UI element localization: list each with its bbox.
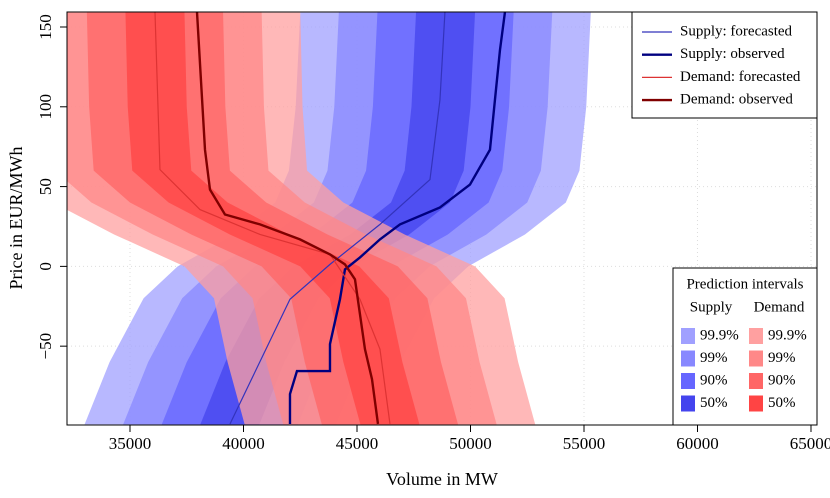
interval-legend-swatch <box>749 373 763 389</box>
legend-label: Demand: observed <box>680 92 793 108</box>
interval-legend-label: 99.9% <box>700 327 739 343</box>
x-tick-label: 65000 <box>790 434 830 453</box>
y-tick-label: 50 <box>36 178 55 195</box>
series-line <box>288 12 507 424</box>
x-tick-label: 40000 <box>222 434 265 453</box>
interval-legend-label: 50% <box>768 395 796 411</box>
interval-legend-swatch <box>681 328 695 344</box>
x-tick-label: 35000 <box>109 434 152 453</box>
x-axis-title: Volume in MW <box>386 469 498 489</box>
interval-legend-label: 99% <box>700 350 728 366</box>
interval-legend-title: Prediction intervals <box>686 276 803 292</box>
x-tick-label: 50000 <box>449 434 492 453</box>
interval-legend-label: 90% <box>700 372 728 388</box>
interval-legend-swatch <box>749 395 763 412</box>
legend-label: Supply: observed <box>680 46 785 62</box>
interval-legend-label: 99.9% <box>768 327 807 343</box>
interval-legend-header: Supply <box>690 299 733 315</box>
axes: 35000 40000 45000 50000 55000 60000 65000 −50 0 5… <box>36 14 830 453</box>
interval-legend-swatch <box>681 350 695 367</box>
interval-legend-box <box>672 267 818 426</box>
interval-legend-swatch <box>749 328 763 344</box>
x-tick-label: 45000 <box>336 434 379 453</box>
interval-legend-header: Demand <box>754 299 805 315</box>
interval-band <box>125 12 420 425</box>
interval-legend-label: 99% <box>768 350 796 366</box>
interval-legend-label: 50% <box>700 395 728 411</box>
y-tick-label: 100 <box>36 94 55 120</box>
y-axis-title: Price in EUR/MWh <box>6 147 26 290</box>
y-tick-label: 0 <box>36 262 55 271</box>
series-line <box>229 12 446 425</box>
plot-frame <box>66 11 818 426</box>
legend-label: Supply: forecasted <box>680 23 793 39</box>
interval-legend: Prediction intervals Supply 99.9% 99% 90% 50… <box>672 267 818 426</box>
lines <box>154 12 507 425</box>
series-line <box>154 12 391 425</box>
x-tick-label: 55000 <box>563 434 606 453</box>
interval-legend-swatch <box>749 350 763 367</box>
y-tick-label: 150 <box>36 14 55 39</box>
series-line <box>195 12 380 425</box>
bands <box>67 12 591 425</box>
x-tick-label: 60000 <box>676 434 719 453</box>
y-tick-label: −50 <box>36 333 55 360</box>
legend-label: Demand: forecasted <box>680 69 801 85</box>
interval-legend-swatch <box>681 373 695 389</box>
interval-legend-swatch <box>681 395 695 412</box>
legend: Supply: forecasted Supply: observed Demand… <box>631 11 818 119</box>
interval-legend-label: 90% <box>768 372 796 388</box>
